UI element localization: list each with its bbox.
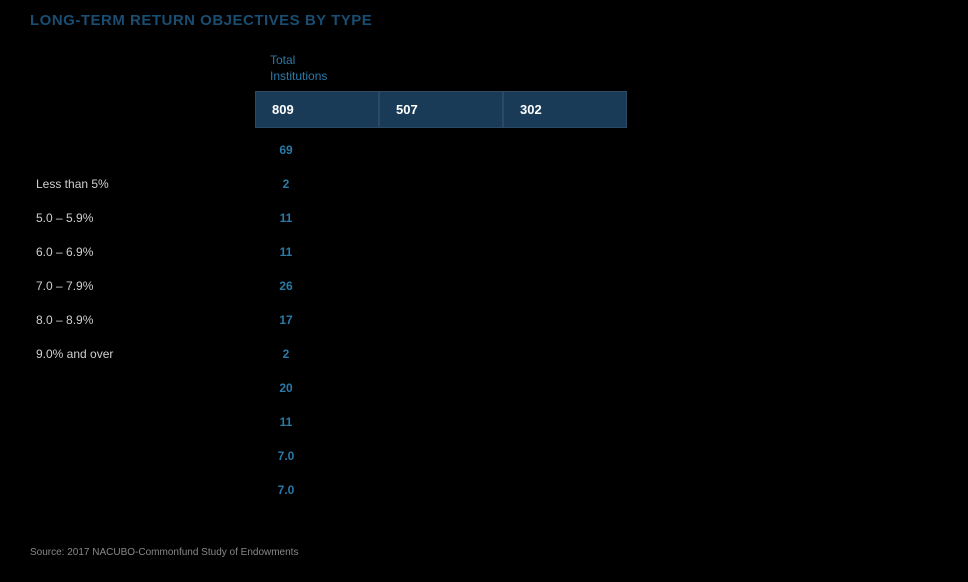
table-row: 5.0 – 5.9% 11 <box>30 201 379 235</box>
header-label-line1: Total <box>270 53 295 67</box>
row-label: 7.0 – 7.9% <box>30 279 255 293</box>
row-value: 2 <box>255 347 379 361</box>
row-label: 8.0 – 8.9% <box>30 313 255 327</box>
table-row: 20 <box>30 371 379 405</box>
header-cell-2: 302 <box>503 91 627 128</box>
table-row: 7.0 <box>30 439 379 473</box>
header-label: Total Institutions <box>270 53 327 84</box>
row-value: 7.0 <box>255 483 379 497</box>
table-row: 7.0 <box>30 473 379 507</box>
row-value: 11 <box>255 415 379 429</box>
row-label: 5.0 – 5.9% <box>30 211 255 225</box>
table-row: Less than 5% 2 <box>30 167 379 201</box>
table-row: 8.0 – 8.9% 17 <box>30 303 379 337</box>
source-text: Source: 2017 NACUBO-Commonfund Study of … <box>30 547 298 558</box>
row-value: 20 <box>255 381 379 395</box>
row-value: 69 <box>255 143 379 157</box>
table-row: 7.0 – 7.9% 26 <box>30 269 379 303</box>
header-row: 809 507 302 <box>255 91 627 128</box>
table-row: 69 <box>30 133 379 167</box>
header-cell-0: 809 <box>255 91 379 128</box>
row-value: 26 <box>255 279 379 293</box>
row-label: 6.0 – 6.9% <box>30 245 255 259</box>
data-area: 69 Less than 5% 2 5.0 – 5.9% 11 6.0 – 6.… <box>30 133 379 507</box>
table-row: 11 <box>30 405 379 439</box>
table-row: 9.0% and over 2 <box>30 337 379 371</box>
page-title: LONG-TERM RETURN OBJECTIVES BY TYPE <box>30 12 938 29</box>
header-cell-1: 507 <box>379 91 503 128</box>
row-label: Less than 5% <box>30 177 255 191</box>
row-value: 11 <box>255 245 379 259</box>
row-value: 17 <box>255 313 379 327</box>
row-value: 2 <box>255 177 379 191</box>
header-label-line2: Institutions <box>270 69 327 83</box>
row-value: 7.0 <box>255 449 379 463</box>
table-row: 6.0 – 6.9% 11 <box>30 235 379 269</box>
row-label: 9.0% and over <box>30 347 255 361</box>
row-value: 11 <box>255 211 379 225</box>
